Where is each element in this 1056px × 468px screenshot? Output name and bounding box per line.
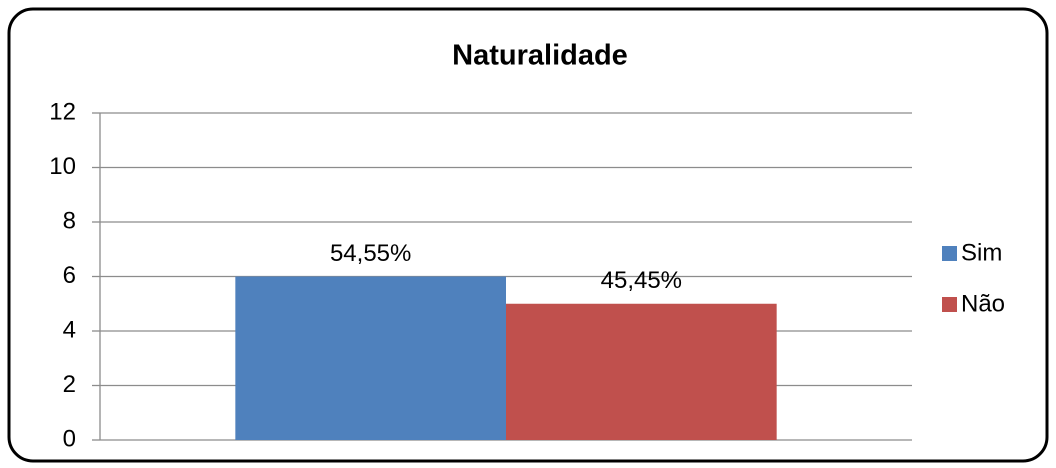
bar (506, 303, 777, 440)
y-tick-label: 2 (63, 371, 76, 398)
y-tick-label: 12 (49, 98, 76, 125)
y-tick-label: 8 (63, 207, 76, 234)
chart-title: Naturalidade (452, 40, 628, 72)
bar (235, 276, 507, 440)
y-tick-label: 10 (49, 153, 76, 180)
legend-label: Sim (961, 239, 1002, 266)
data-label: 45,45% (601, 267, 682, 294)
y-tick-label: 4 (63, 316, 76, 343)
data-label: 54,55% (330, 240, 411, 267)
y-tick-label: 0 (63, 425, 76, 452)
y-tick-label: 6 (63, 262, 76, 289)
legend-swatch (942, 246, 957, 261)
legend-swatch (942, 297, 957, 312)
legend-label: Não (961, 290, 1005, 317)
